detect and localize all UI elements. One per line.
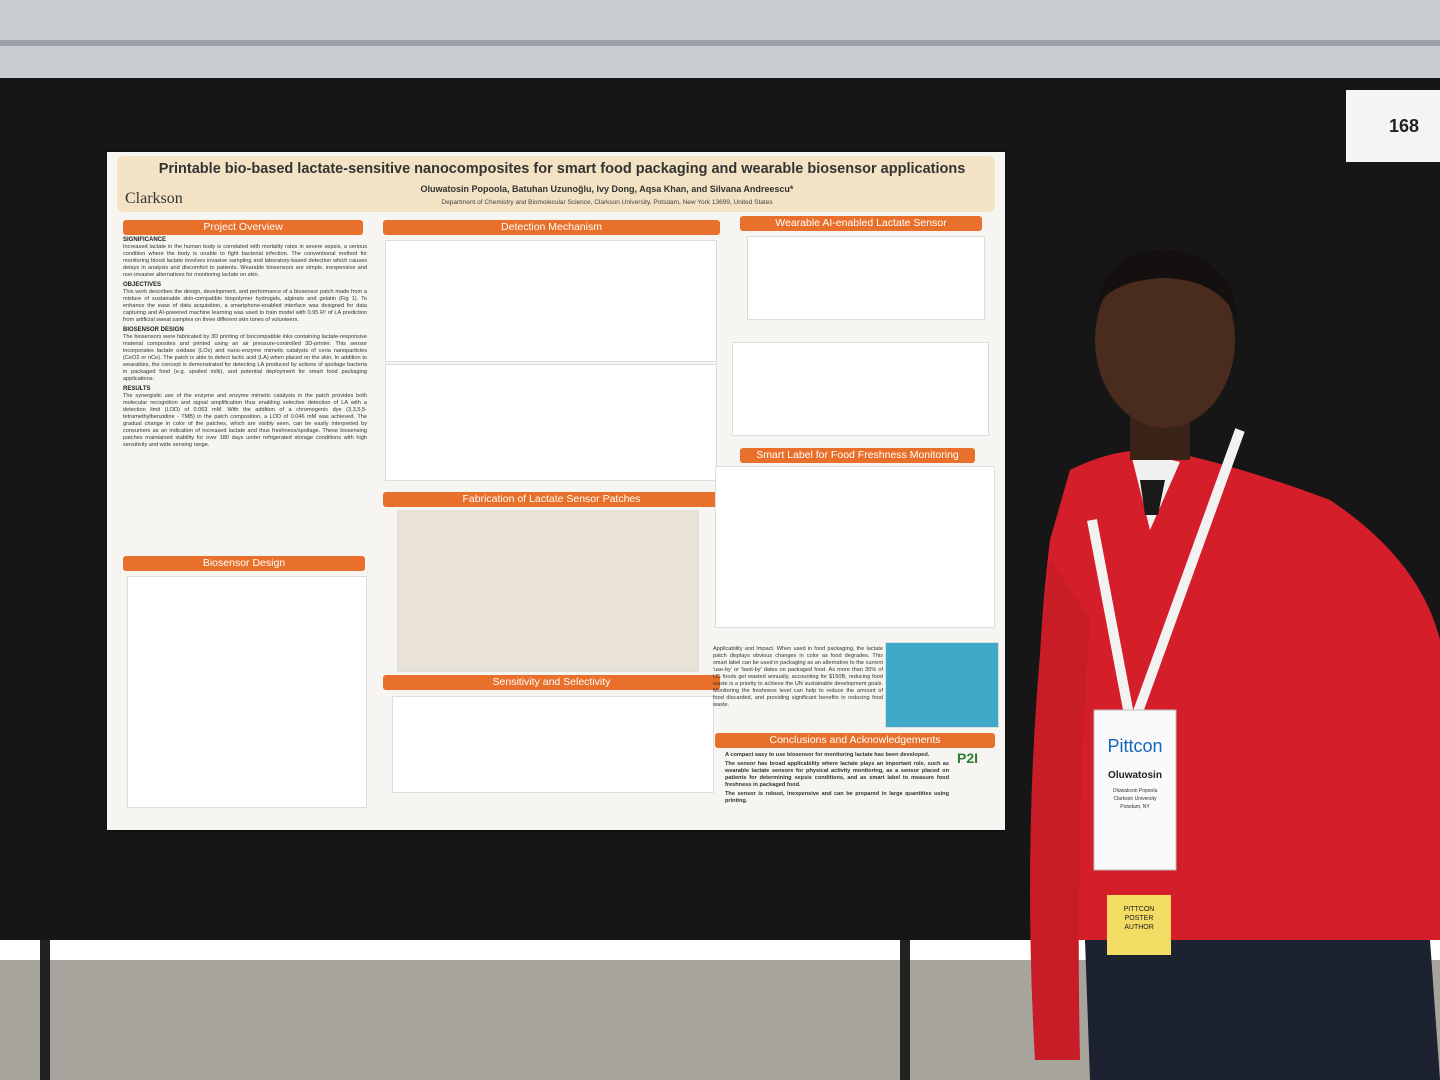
conclusion-item: The sensor has broad applicability where… <box>725 761 949 788</box>
hair <box>1095 249 1238 320</box>
conclusion-item: The sensor is robust, inexpensive and ca… <box>725 791 949 804</box>
conclusion-item: A compact easy to use biosensor for moni… <box>725 752 930 758</box>
badge-city: Potsdam, NY <box>1120 804 1150 810</box>
beam <box>0 40 1440 46</box>
badge <box>1093 709 1177 871</box>
section-heading: Biosensor Design <box>123 556 365 571</box>
badge-first-name: Oluwatosin <box>1108 770 1162 781</box>
section-heading: Wearable AI-enabled Lactate Sensor <box>740 216 982 231</box>
subheading: OBJECTIVES <box>123 282 162 288</box>
figure <box>747 236 985 320</box>
sponsor-logo: P2I <box>957 750 979 766</box>
subheading: BIOSENSOR DESIGN <box>123 327 184 333</box>
section-heading: Smart Label for Food Freshness Monitorin… <box>740 448 975 463</box>
poster-header <box>117 156 995 212</box>
arm <box>1030 560 1090 1060</box>
poster: Printable bio-based lactate-sensitive na… <box>107 152 1005 830</box>
paragraph: The biosensors were fabricated by 3D pri… <box>123 334 367 382</box>
paragraph: This work describes the design, developm… <box>123 289 367 323</box>
paragraph: Increased lactate in the human body is c… <box>123 244 367 278</box>
section-heading: Fabrication of Lactate Sensor Patches <box>383 492 720 507</box>
section-heading: Conclusions and Acknowledgements <box>715 733 995 748</box>
badge-full-name: Oluwatosin Popoola <box>1113 788 1158 794</box>
board-leg <box>900 940 910 1080</box>
ribbon-box: PITTCON POSTER AUTHOR <box>1123 906 1155 931</box>
figure <box>385 364 717 481</box>
subheading: SIGNIFICANCE <box>123 237 167 243</box>
figure <box>385 240 717 362</box>
figure <box>392 696 714 793</box>
subheading: RESULTS <box>123 386 151 392</box>
head <box>1095 252 1235 428</box>
logo: Clarkson <box>125 190 183 207</box>
ribbon <box>1107 895 1171 955</box>
overview-body: SIGNIFICANCE Increased lactate in the hum… <box>123 237 367 452</box>
poster-affiliation: Department of Chemistry and Biomolecular… <box>441 199 773 206</box>
figure <box>885 642 999 728</box>
ribbon-text: PITTCON POSTER AUTHOR <box>1123 906 1155 931</box>
board-number: 168 <box>1389 116 1419 136</box>
tie <box>1140 480 1165 515</box>
badge-org: Clarkson University <box>1113 796 1157 802</box>
section-heading: Detection Mechanism <box>383 220 720 235</box>
figure <box>127 576 367 808</box>
section-heading: Project Overview <box>123 220 363 235</box>
number-card <box>1346 90 1440 162</box>
poster-authors: Oluwatosin Popoola, Batuhan Uzunoğlu, Iv… <box>420 184 794 194</box>
board-leg <box>40 940 50 1080</box>
paragraph: The synergistic use of the enzyme and en… <box>123 393 367 448</box>
figure <box>397 510 699 672</box>
figure <box>715 466 995 628</box>
conclusions: A compact easy to use biosensor for moni… <box>719 752 949 807</box>
badge-event: Pittcon <box>1107 736 1162 756</box>
section-heading: Sensitivity and Selectivity <box>383 675 720 690</box>
applicability-text: Applicability and Impact. When used in f… <box>713 646 883 708</box>
lanyard <box>1087 428 1245 722</box>
trousers <box>1085 940 1440 1080</box>
poster-title: Printable bio-based lactate-sensitive na… <box>158 161 966 177</box>
figure <box>732 342 989 436</box>
